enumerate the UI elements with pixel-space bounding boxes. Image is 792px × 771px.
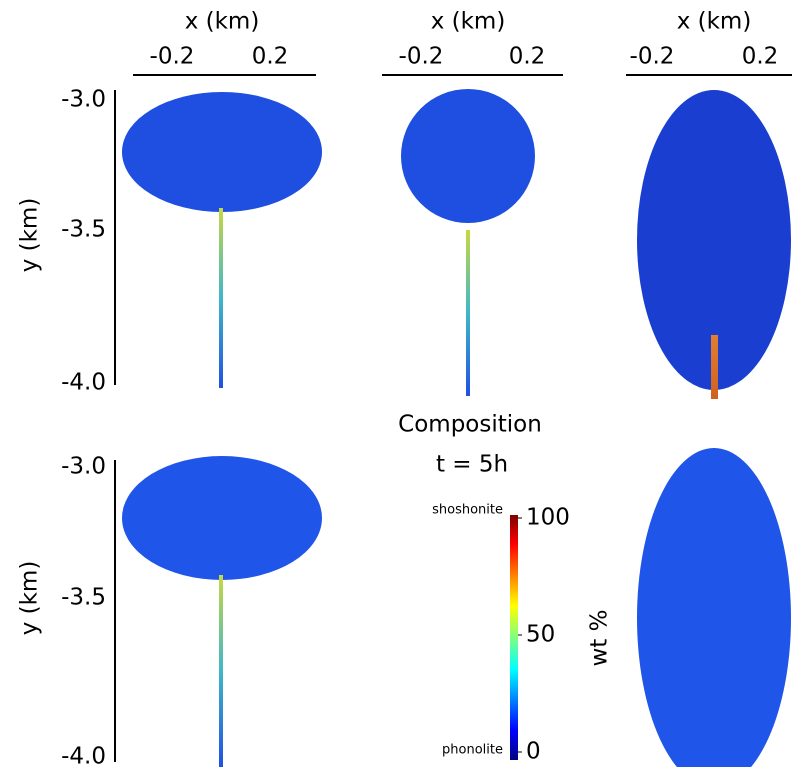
colorbar-tick-label: 0 — [526, 739, 541, 765]
y-tick-label: -3.5 — [61, 585, 106, 611]
conduit — [219, 575, 223, 767]
y-tick-label: -3.0 — [61, 87, 106, 113]
colorbar — [510, 515, 518, 760]
chamber — [401, 89, 535, 223]
chamber — [122, 92, 322, 212]
chamber — [122, 456, 322, 580]
y-tick-label: -4.0 — [61, 370, 106, 396]
y-tick-label: -3.5 — [61, 217, 106, 243]
x-tick-label: 0.2 — [742, 44, 779, 70]
top-label: shoshonite — [432, 503, 503, 518]
x-axis-label: x (km) — [677, 9, 752, 35]
y-axis-label: y (km) — [17, 198, 43, 273]
x-tick-label: -0.2 — [630, 44, 675, 70]
colorbar-tick-label: 50 — [526, 622, 555, 648]
colorbar-label: wt % — [587, 610, 613, 667]
y-axis-label: y (km) — [17, 561, 43, 636]
conduit — [711, 335, 718, 399]
colorbar-subtitle: t = 5h — [436, 452, 508, 478]
x-tick-label: 0.2 — [252, 44, 289, 70]
y-tick-label: -4.0 — [61, 744, 106, 768]
colorbar-tick-label: 100 — [526, 505, 570, 531]
bottom-label: phonolite — [442, 743, 503, 758]
x-tick-label: 0.2 — [509, 44, 546, 70]
x-axis-label: x (km) — [431, 9, 506, 35]
conduit — [219, 208, 223, 388]
y-tick-label: -3.0 — [61, 454, 106, 480]
x-axis-label: x (km) — [185, 9, 260, 35]
chamber — [637, 448, 791, 767]
conduit — [466, 230, 470, 396]
colorbar-title: Composition — [398, 412, 542, 438]
x-tick-label: -0.2 — [399, 44, 444, 70]
x-tick-label: -0.2 — [150, 44, 195, 70]
